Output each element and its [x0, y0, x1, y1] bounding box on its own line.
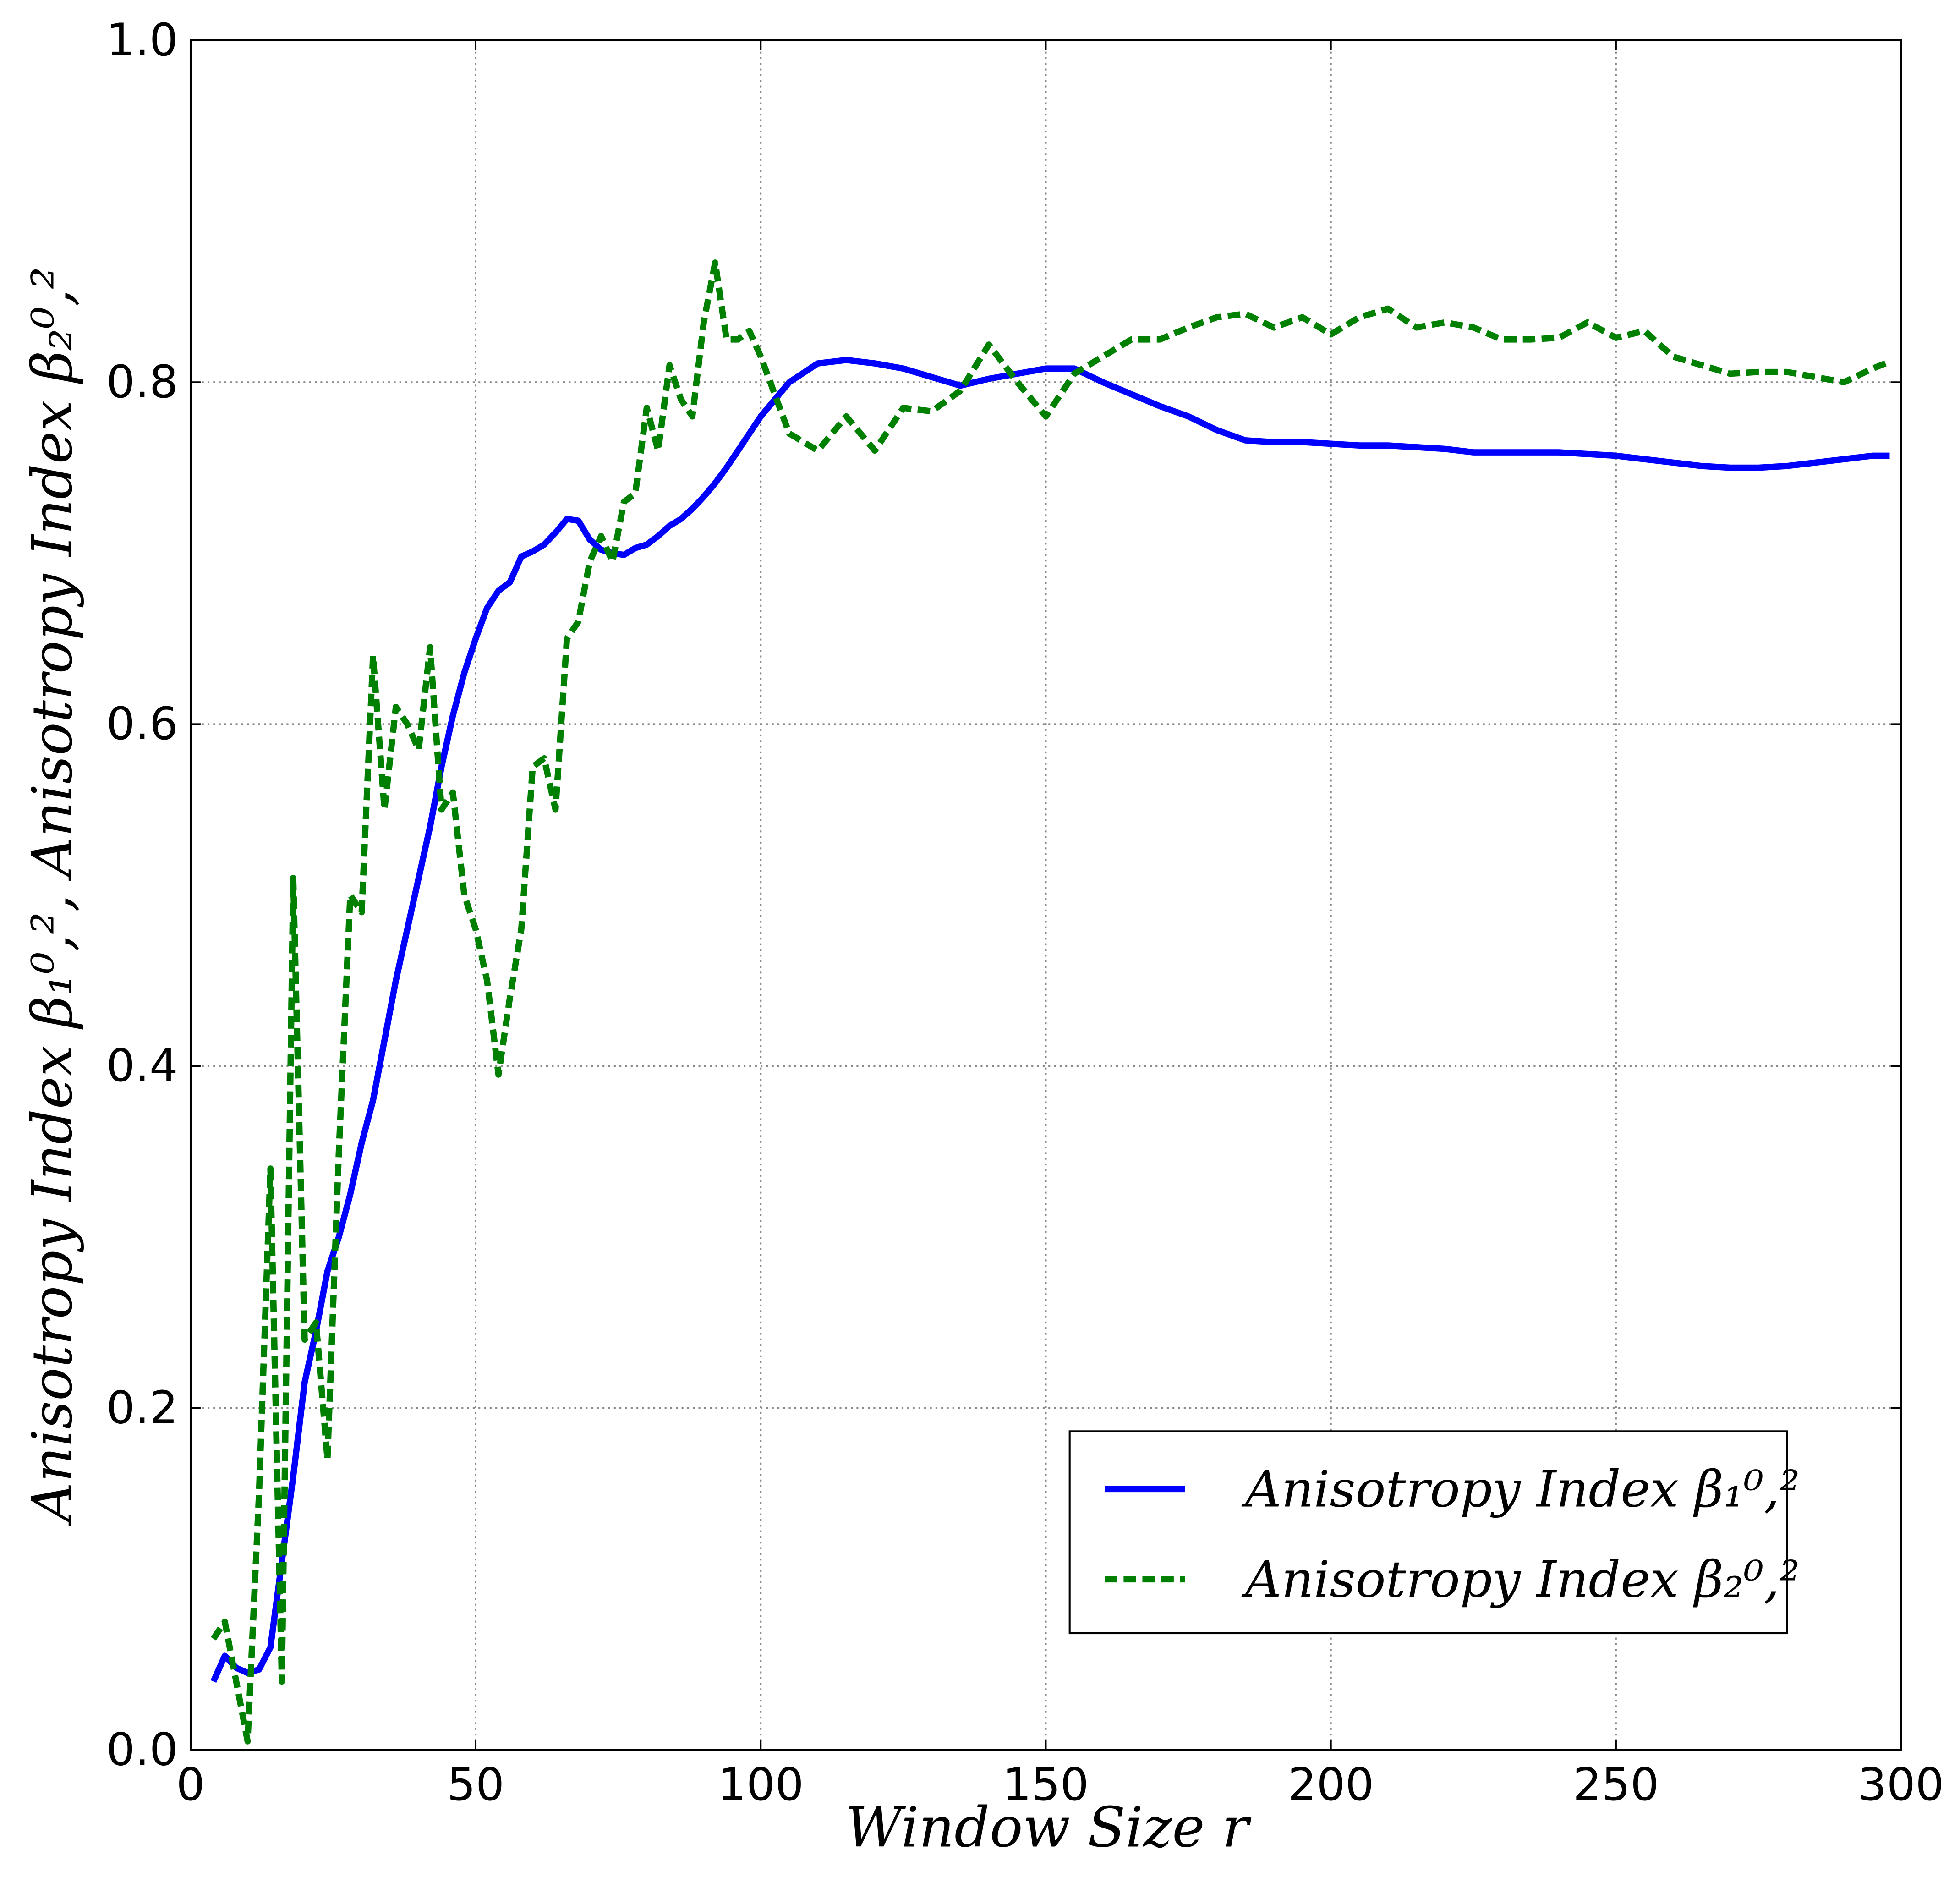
data-line [210, 357, 1890, 1683]
legend-box [1068, 1430, 1788, 1635]
data-line [211, 259, 1891, 1745]
x-tick-label: 200 [1288, 1759, 1374, 1811]
y-tick-label: 0.0 [106, 1723, 178, 1776]
x-tick-label: 100 [717, 1759, 804, 1811]
x-tick-label: 300 [1858, 1759, 1944, 1811]
y-tick-label: 0.4 [106, 1040, 178, 1092]
x-tick-label: 250 [1573, 1759, 1659, 1811]
legend-label: Anisotropy Index β₁⁰,² [1241, 1460, 1800, 1519]
y-tick-label: 0.2 [106, 1382, 178, 1434]
x-tick-label: 50 [447, 1759, 504, 1811]
y-tick-label: 0.6 [106, 698, 178, 750]
x-tick-label: 150 [1003, 1759, 1089, 1811]
plot-frame [189, 39, 1902, 1751]
y-tick-label: 1.0 [106, 14, 178, 66]
x-tick-label: 0 [176, 1759, 205, 1811]
y-axis-label: Anisotropy Index β₁⁰,², Anisotropy Index… [21, 267, 85, 1526]
y-tick-label: 0.8 [106, 356, 178, 408]
legend-label: Anisotropy Index β₂⁰,² [1241, 1550, 1800, 1609]
x-axis-label: Window Size r [845, 1795, 1252, 1860]
